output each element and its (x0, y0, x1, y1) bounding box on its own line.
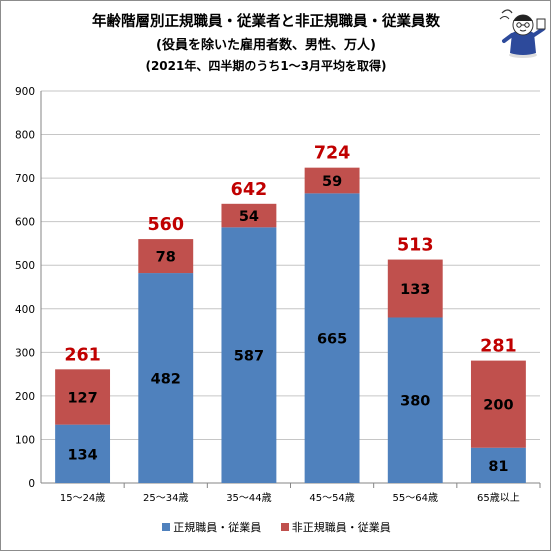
y-tick-label: 200 (15, 391, 35, 403)
x-tick-label: 35～44歳 (226, 492, 271, 504)
bar-segment (470, 447, 526, 483)
data-label: 81 (488, 459, 508, 475)
data-label: 665 (317, 332, 347, 348)
legend-label-regular: 正規職員・従業員 (173, 521, 262, 534)
data-label: 54 (239, 209, 259, 225)
y-tick-label: 600 (15, 217, 35, 229)
chart-title: 年齢階層別正規職員・従業者と非正規職員・従業員数 (92, 14, 440, 30)
bar-segment (304, 167, 360, 194)
data-label: 200 (483, 398, 513, 414)
data-label: 78 (156, 250, 176, 266)
total-label: 281 (480, 337, 517, 357)
total-label: 513 (397, 236, 434, 256)
y-tick-label: 0 (28, 478, 35, 490)
y-tick-label: 400 (15, 304, 35, 316)
x-tick-label: 15～24歳 (60, 492, 105, 504)
data-label: 482 (151, 372, 181, 388)
y-tick-label: 500 (15, 260, 35, 272)
bar-segment (221, 203, 277, 228)
data-label: 133 (400, 282, 430, 298)
data-label: 134 (67, 447, 97, 463)
total-label: 560 (147, 215, 184, 235)
legend-swatch-nonregular (280, 523, 289, 531)
y-tick-label: 300 (15, 347, 35, 359)
bar-segment (221, 227, 277, 483)
chart-legend: 正規職員・従業員 非正規職員・従業員 (1, 519, 551, 535)
y-tick-label: 800 (15, 130, 35, 142)
legend-item-nonregular: 非正規職員・従業員 (280, 519, 391, 535)
x-tick-label: 45～54歳 (309, 492, 354, 504)
bar-segment (387, 317, 443, 483)
legend-label-nonregular: 非正規職員・従業員 (291, 521, 391, 534)
legend-swatch-regular (162, 523, 171, 531)
total-label: 724 (314, 144, 351, 164)
bar-segment (55, 369, 111, 425)
total-label: 261 (64, 345, 101, 365)
bar-segment (304, 193, 360, 483)
chart-subtitle-period: (2021年、四半期のうち1～3月平均を取得) (145, 59, 387, 73)
data-label: 587 (234, 349, 264, 365)
data-label: 380 (400, 394, 430, 410)
y-tick-label: 900 (15, 86, 35, 98)
data-label: 59 (322, 174, 342, 190)
bar-segment (138, 239, 194, 274)
legend-item-regular: 正規職員・従業員 (162, 519, 261, 535)
bar-segment (138, 273, 194, 483)
bar-segment (55, 424, 111, 483)
bar-segment (470, 360, 526, 448)
bar-segment (387, 259, 443, 318)
mascot-icon (499, 9, 546, 58)
x-tick-label: 55～64歳 (393, 492, 438, 504)
x-tick-label: 65歳以上 (477, 492, 520, 504)
chart-subtitle: (役員を除いた雇用者数、男性、万人) (156, 38, 376, 53)
x-tick-label: 25～34歳 (143, 492, 188, 504)
total-label: 642 (231, 180, 268, 200)
y-tick-label: 700 (15, 173, 35, 185)
data-label: 127 (67, 390, 97, 406)
y-tick-label: 100 (15, 434, 35, 446)
